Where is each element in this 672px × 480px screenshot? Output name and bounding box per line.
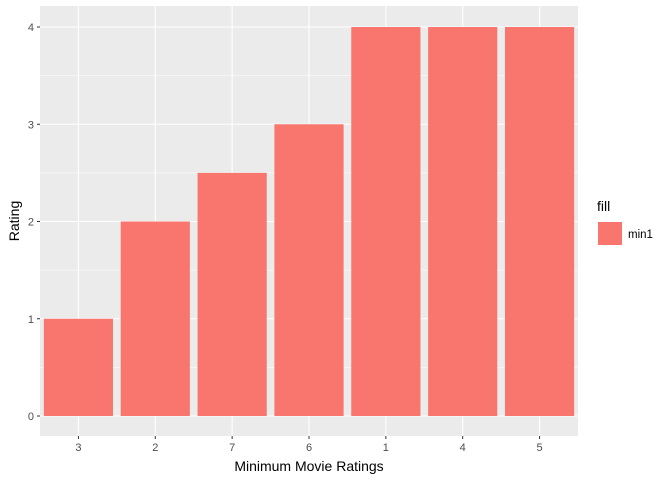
y-tick-label: 0 — [28, 411, 34, 423]
y-tick-label: 4 — [28, 22, 34, 34]
bar-5 — [504, 27, 575, 416]
y-tick-label: 1 — [28, 314, 34, 326]
y-axis-title: Rating — [6, 201, 22, 241]
bar-4 — [428, 27, 498, 416]
bar-7 — [197, 172, 267, 416]
x-tick-label: 1 — [383, 442, 389, 454]
bars — [43, 27, 575, 416]
y-tick-label: 2 — [28, 217, 34, 229]
bar-2 — [120, 221, 190, 416]
x-tick-label: 7 — [229, 442, 235, 454]
bar-3 — [43, 318, 114, 416]
legend-key-swatch — [598, 222, 622, 245]
x-tick-label: 2 — [152, 442, 158, 454]
legend-title: fill — [597, 198, 610, 214]
legend-label-min1: min1 — [628, 229, 653, 241]
x-tick-label: 5 — [537, 442, 543, 454]
bar-1 — [351, 27, 421, 416]
x-tick-label: 3 — [75, 442, 81, 454]
y-tick-label: 3 — [28, 119, 34, 131]
legend: fill min1 — [597, 198, 653, 245]
bar-6 — [274, 124, 344, 416]
x-axis-title: Minimum Movie Ratings — [234, 458, 383, 474]
x-tick-label: 6 — [306, 442, 312, 454]
x-tick-label: 4 — [460, 442, 466, 454]
x-axis: 3 2 7 6 1 4 5 — [75, 436, 543, 454]
y-axis: 0 1 2 3 4 — [28, 22, 40, 423]
